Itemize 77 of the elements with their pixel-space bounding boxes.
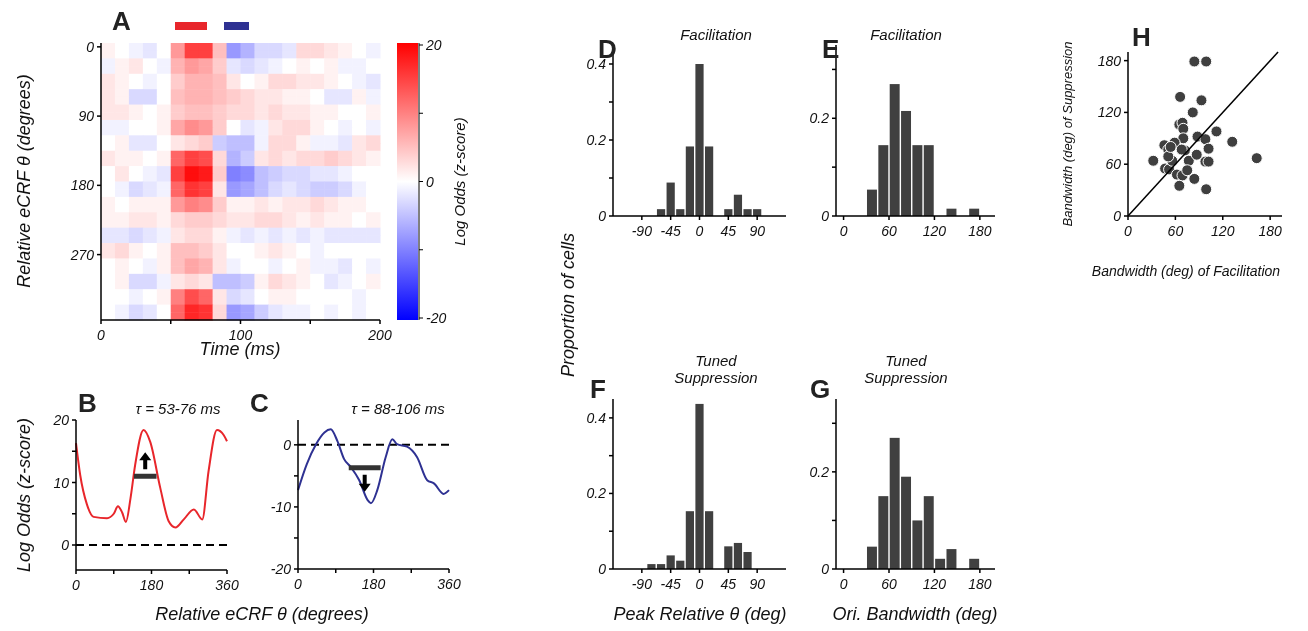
y-tick-label: 0 <box>61 537 70 553</box>
chart-title: τ = 53-76 ms <box>135 400 222 417</box>
chart-title: Tuned Suppression <box>864 352 948 386</box>
y-tick-label: 0.2 <box>809 110 830 127</box>
x-tick-label: 0 <box>839 576 848 592</box>
text: F <box>590 374 606 404</box>
x-tick-label: 0 <box>695 223 704 239</box>
y-tick-label: 0.2 <box>809 463 830 480</box>
y-tick-label: 0 <box>821 208 830 224</box>
y-tick-label: 180 <box>1097 52 1122 69</box>
x-tick-label: -45 <box>660 576 681 592</box>
annotation: E <box>822 34 840 64</box>
text: G <box>810 374 831 404</box>
chart-title: τ = 88-106 ms <box>351 400 446 417</box>
x-tick-label: -90 <box>631 223 653 239</box>
y-tick-label: 20 <box>52 412 70 428</box>
y-tick-label: 0.2 <box>586 485 607 502</box>
x-tick-label: -90 <box>631 576 653 592</box>
x-tick-label: 120 <box>1211 223 1235 239</box>
y-tick-label: 180 <box>70 177 95 194</box>
x-tick-label: 180 <box>968 223 992 239</box>
y-tick-label: 0 <box>1113 208 1122 224</box>
text: B <box>78 388 97 418</box>
y-tick-label: -20 <box>270 561 292 577</box>
y-tick-label: 0 <box>283 436 292 453</box>
x-tick-label: 0 <box>695 576 704 592</box>
x-tick-label: 90 <box>749 576 766 592</box>
x-tick-label: 120 <box>922 223 947 239</box>
chart-title: Facilitation <box>870 26 942 43</box>
x-axis-title: Bandwidth (deg) of Facilitation <box>1091 263 1281 279</box>
x-tick-label: 200 <box>367 327 392 343</box>
color-bar-title: Log Odds (z-score) <box>451 117 468 246</box>
y-tick-label: -10 <box>270 498 292 515</box>
y-tick-label: 0 <box>598 561 607 577</box>
y-tick-label: 0.2 <box>586 132 607 148</box>
chart-title: Tuned Suppression <box>674 352 758 386</box>
x-tick-label: 180 <box>361 576 386 592</box>
x-tick-label: 360 <box>215 577 239 593</box>
color-bar-label: 20 <box>425 37 442 53</box>
x-tick-label: 45 <box>720 223 737 239</box>
annotation: H <box>1132 22 1151 52</box>
text: C <box>250 388 269 418</box>
y-tick-label: 0 <box>821 561 830 577</box>
x-tick-label: 0 <box>97 327 106 343</box>
y-tick-label: 90 <box>78 108 95 125</box>
color-bar-label: 0 <box>426 173 434 190</box>
y-axis-title: Relative eCRF θ (degrees) <box>14 74 34 288</box>
x-tick-label: 120 <box>922 576 947 592</box>
y-axis-title: Log Odds (z-score) <box>14 417 34 573</box>
x-tick-label: 0 <box>1124 223 1133 239</box>
x-tick-label: 60 <box>881 223 897 239</box>
x-tick-label: 0 <box>294 576 303 592</box>
x-tick-label: 360 <box>437 576 461 592</box>
color-bar-label: -20 <box>426 310 447 326</box>
x-tick-label: -45 <box>660 223 681 239</box>
y-tick-label: 120 <box>1097 104 1122 121</box>
y-tick-label: 270 <box>69 246 95 263</box>
x-axis-title: Relative eCRF θ (degrees) <box>155 604 369 624</box>
x-tick-label: 180 <box>968 576 992 592</box>
x-tick-label: 180 <box>139 577 164 593</box>
x-tick-label: 60 <box>881 576 897 592</box>
y-tick-label: 0 <box>86 38 95 55</box>
y-axis-title: Proportion of cells <box>558 232 578 378</box>
x-tick-label: 90 <box>749 223 766 239</box>
x-axis-title: Peak Relative θ (deg) <box>613 604 787 624</box>
y-tick-label: 10 <box>53 474 70 491</box>
text: A <box>112 6 131 36</box>
x-axis-title: Ori. Bandwidth (deg) <box>832 604 998 624</box>
y-tick-label: 60 <box>1105 156 1122 173</box>
chart-title: Facilitation <box>680 26 752 43</box>
x-tick-label: 60 <box>1167 223 1184 239</box>
y-tick-label: 0 <box>598 208 607 224</box>
x-tick-label: 0 <box>839 223 848 239</box>
x-tick-label: 180 <box>1258 223 1283 239</box>
y-tick-label: 0.4 <box>586 409 607 426</box>
x-tick-label: 45 <box>720 576 737 592</box>
y-axis-title: Bandwidth (deg) of Suppression <box>1060 41 1075 227</box>
